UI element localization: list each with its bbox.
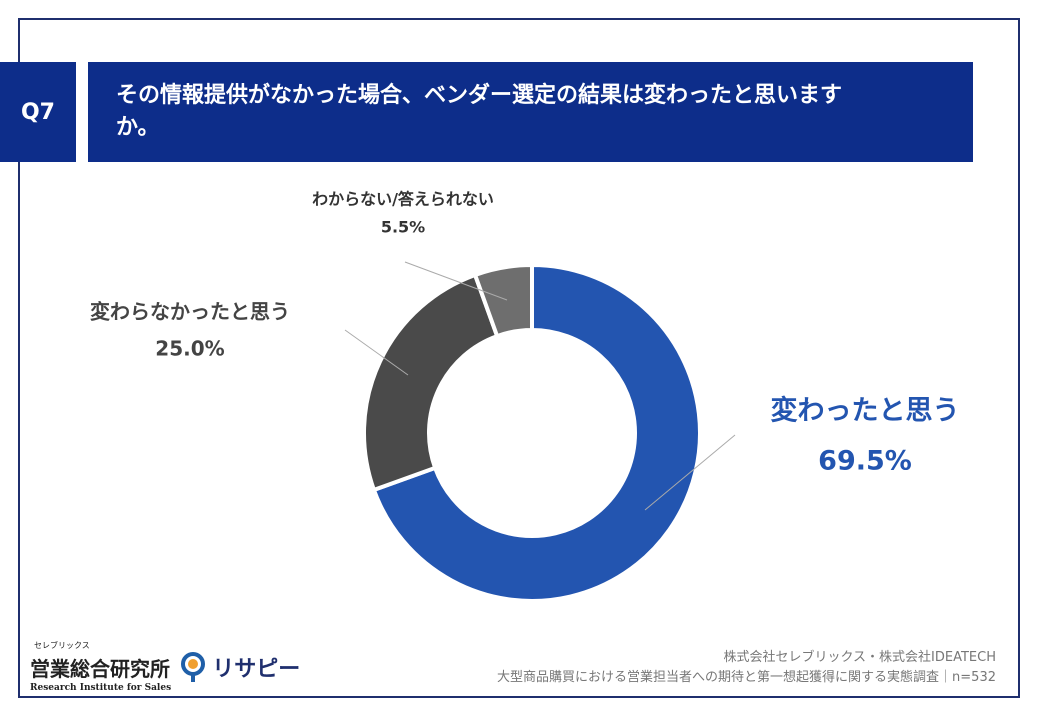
question-label: Q7 xyxy=(0,62,76,162)
slice-label: 変わったと思う xyxy=(771,395,960,427)
donut-slice xyxy=(371,262,702,603)
logo-name: 営業総合研究所 xyxy=(30,657,170,681)
logo-icon xyxy=(181,652,206,682)
slice-label: 変わらなかったと思う xyxy=(90,300,290,324)
chart-title: その情報提供がなかった場合、ベンダー選定の結果は変わったと思いますか。 xyxy=(88,62,973,162)
value-label: 25.0% xyxy=(155,337,224,361)
donut-slice xyxy=(472,262,534,339)
logo: セレブリックス 営業総合研究所 リサピー Research Institute … xyxy=(30,640,300,693)
leader-line xyxy=(644,434,736,511)
footer-survey: 大型商品購買における営業担当者への期待と第一想起獲得に関する実態調査｜n=532 xyxy=(497,670,996,685)
value-label: 69.5% xyxy=(818,446,912,477)
leader-line xyxy=(404,261,508,301)
donut-slice xyxy=(362,272,500,493)
logo-kana: セレブリックス xyxy=(34,641,90,650)
leader-line xyxy=(344,329,409,376)
logo-brand: リサピー xyxy=(212,657,301,682)
slice-label: わからない/答えられない xyxy=(312,190,494,209)
footer-company: 株式会社セレブリックス・株式会社IDEATECH xyxy=(723,650,996,665)
logo-english: Research Institute for Sales xyxy=(30,683,172,693)
value-label: 5.5% xyxy=(381,218,425,237)
frame xyxy=(18,18,1020,698)
